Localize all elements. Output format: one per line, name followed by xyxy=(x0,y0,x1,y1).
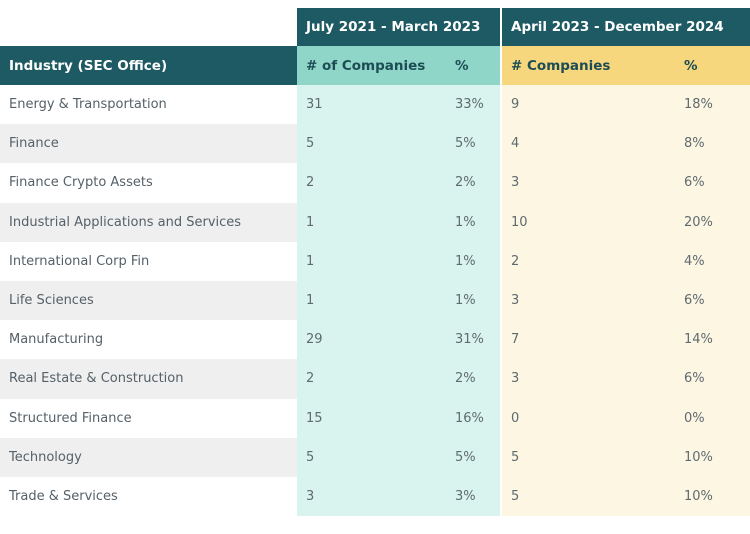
table-row: Manufacturing 29 31% 7 14% xyxy=(0,320,750,360)
period2-percent-cell: 6% xyxy=(675,359,750,399)
table-row: Real Estate & Construction 2 2% 3 6% xyxy=(0,359,750,399)
period1-count-cell: 1 xyxy=(297,202,446,242)
period1-count-cell: 5 xyxy=(297,124,446,164)
period1-percent-cell: 2% xyxy=(446,359,502,399)
period1-header: July 2021 - March 2023 xyxy=(297,8,502,46)
period2-percent-cell: 8% xyxy=(675,124,750,164)
industry-cell: Trade & Services xyxy=(0,476,297,517)
period1-count-cell: 29 xyxy=(297,320,446,360)
industry-cell: Industrial Applications and Services xyxy=(0,202,297,242)
period1-count-cell: 2 xyxy=(297,359,446,399)
industry-column-header: Industry (SEC Office) xyxy=(0,46,297,85)
period1-percent-cell: 16% xyxy=(446,398,502,438)
period2-percent-cell: 20% xyxy=(675,202,750,242)
period1-count-cell: 15 xyxy=(297,398,446,438)
industry-cell: Manufacturing xyxy=(0,320,297,360)
period1-percent-cell: 33% xyxy=(446,85,502,125)
table-row: International Corp Fin 1 1% 2 4% xyxy=(0,241,750,281)
period1-count-cell: 3 xyxy=(297,476,446,517)
table-row: Industrial Applications and Services 1 1… xyxy=(0,202,750,242)
period2-percent-cell: 18% xyxy=(675,85,750,125)
table-row: Finance 5 5% 4 8% xyxy=(0,124,750,164)
period2-count-cell: 2 xyxy=(501,241,675,281)
period2-count-cell: 3 xyxy=(501,359,675,399)
industry-cell: Real Estate & Construction xyxy=(0,359,297,399)
period2-count-cell: 9 xyxy=(501,85,675,125)
period1-percent-cell: 1% xyxy=(446,202,502,242)
blank-corner xyxy=(0,8,297,46)
industry-table: July 2021 - March 2023 April 2023 - Dece… xyxy=(0,8,750,517)
period1-percent-cell: 1% xyxy=(446,280,502,321)
table-row: Technology 5 5% 5 10% xyxy=(0,437,750,477)
period1-count-cell: 31 xyxy=(297,85,446,125)
period2-count-cell: 4 xyxy=(501,124,675,164)
period2-percent-header: % xyxy=(675,46,750,85)
period1-count-header: # of Companies xyxy=(297,46,446,85)
table-row: Life Sciences 1 1% 3 6% xyxy=(0,280,750,321)
period2-percent-cell: 6% xyxy=(675,163,750,203)
period1-percent-cell: 31% xyxy=(446,320,502,360)
industry-cell: Technology xyxy=(0,437,297,477)
industry-cell: Life Sciences xyxy=(0,280,297,321)
period1-count-cell: 1 xyxy=(297,241,446,281)
period2-percent-cell: 4% xyxy=(675,241,750,281)
column-header-row: Industry (SEC Office) # of Companies % #… xyxy=(0,46,750,85)
period2-percent-cell: 0% xyxy=(675,398,750,438)
period1-count-cell: 1 xyxy=(297,280,446,321)
table-body: Energy & Transportation 31 33% 9 18% Fin… xyxy=(0,85,750,517)
table-row: Trade & Services 3 3% 5 10% xyxy=(0,476,750,517)
period2-percent-cell: 14% xyxy=(675,320,750,360)
period2-percent-cell: 10% xyxy=(675,476,750,517)
period1-percent-cell: 2% xyxy=(446,163,502,203)
period2-count-cell: 10 xyxy=(501,202,675,242)
industry-cell: International Corp Fin xyxy=(0,241,297,281)
period1-count-cell: 5 xyxy=(297,437,446,477)
industry-cell: Structured Finance xyxy=(0,398,297,438)
industry-cell: Finance Crypto Assets xyxy=(0,163,297,203)
period2-percent-cell: 6% xyxy=(675,280,750,321)
period1-percent-cell: 3% xyxy=(446,476,502,517)
period1-percent-cell: 1% xyxy=(446,241,502,281)
period1-count-cell: 2 xyxy=(297,163,446,203)
industry-cell: Finance xyxy=(0,124,297,164)
period1-percent-cell: 5% xyxy=(446,124,502,164)
period2-count-cell: 5 xyxy=(501,476,675,517)
period2-count-header: # Companies xyxy=(501,46,675,85)
period2-count-cell: 5 xyxy=(501,437,675,477)
period2-count-cell: 0 xyxy=(501,398,675,438)
table-row: Energy & Transportation 31 33% 9 18% xyxy=(0,85,750,125)
period1-percent-cell: 5% xyxy=(446,437,502,477)
period2-count-cell: 3 xyxy=(501,280,675,321)
industry-cell: Energy & Transportation xyxy=(0,85,297,125)
table-row: Structured Finance 15 16% 0 0% xyxy=(0,398,750,438)
period2-count-cell: 3 xyxy=(501,163,675,203)
period1-percent-header: % xyxy=(446,46,502,85)
period2-count-cell: 7 xyxy=(501,320,675,360)
period2-percent-cell: 10% xyxy=(675,437,750,477)
table-row: Finance Crypto Assets 2 2% 3 6% xyxy=(0,163,750,203)
period2-header: April 2023 - December 2024 xyxy=(501,8,750,46)
period-header-row: July 2021 - March 2023 April 2023 - Dece… xyxy=(0,8,750,46)
